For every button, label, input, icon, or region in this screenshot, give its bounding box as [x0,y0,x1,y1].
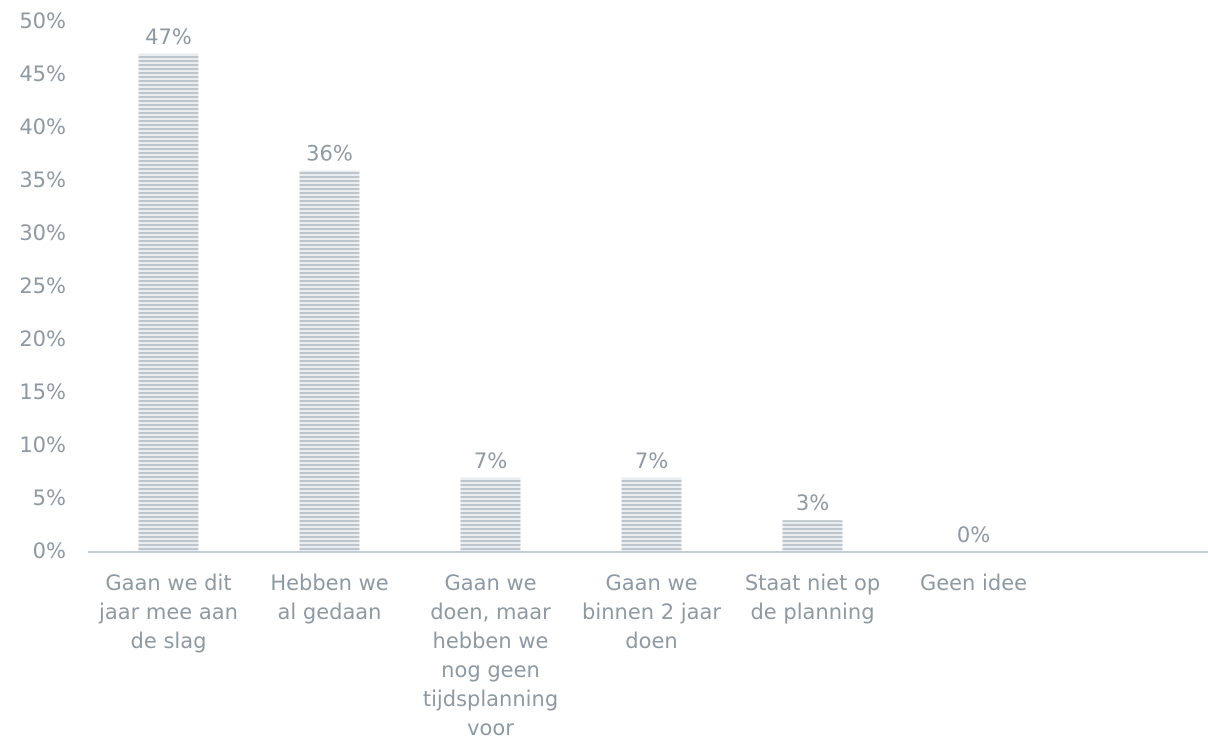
category-label-line: Gaan we dit [105,571,231,595]
data-label: 47% [145,25,192,49]
category-label-line: de slag [131,629,207,653]
data-label: 0% [957,523,990,547]
category-label-line: tijdsplanning [423,687,558,711]
bar [621,477,682,552]
bar [299,170,360,552]
category-label-line: Geen idee [920,571,1027,595]
bars [138,53,843,553]
category-label-line: Hebben we [270,571,388,595]
y-tick-label: 25% [19,274,66,298]
y-tick-label: 40% [19,115,66,139]
category-label-line: doen, maar [430,600,551,624]
y-axis: 0% 5% 10% 15% 20% 25% 30% 35% 40% 45% 50% [19,9,66,563]
category-label: Hebben we al gedaan [270,571,388,624]
y-tick-label: 45% [19,62,66,86]
category-label-line: binnen 2 jaar [582,600,721,624]
bar [138,53,199,553]
category-label-line: Staat niet op [745,571,880,595]
y-tick-label: 10% [19,433,66,457]
category-label: Gaan we dit jaar mee aan de slag [98,571,238,653]
data-label: 7% [635,449,668,473]
category-label: Gaan we binnen 2 jaar doen [582,571,721,653]
category-label-line: jaar mee aan [98,600,238,624]
category-label-line: de planning [750,600,874,624]
y-tick-label: 50% [19,9,66,33]
y-tick-label: 20% [19,327,66,351]
category-label-line: al gedaan [277,600,381,624]
category-labels: Gaan we dit jaar mee aan de slag Hebben we a… [98,571,1027,740]
data-label: 3% [796,491,829,515]
data-labels: 47% 36% 7% 7% 3% 0% [145,25,990,547]
category-label-line: nog geen [441,658,540,682]
y-tick-label: 35% [19,168,66,192]
y-tick-label: 5% [33,486,66,510]
category-label-line: Gaan we [605,571,697,595]
data-label: 7% [474,449,507,473]
y-tick-label: 15% [19,380,66,404]
data-label: 36% [306,141,353,165]
category-label-line: hebben we [433,629,549,653]
category-label: Gaan we doen, maar hebben we nog geen tijdsp… [423,571,558,740]
category-label: Staat niet op de planning [745,571,880,624]
category-label: Geen idee [920,571,1027,595]
bar [782,520,843,552]
y-tick-label: 30% [19,221,66,245]
category-label-line: voor [467,716,514,740]
y-tick-label: 0% [33,539,66,563]
category-label-line: doen [625,629,677,653]
bar [460,477,521,552]
category-label-line: Gaan we [444,571,536,595]
